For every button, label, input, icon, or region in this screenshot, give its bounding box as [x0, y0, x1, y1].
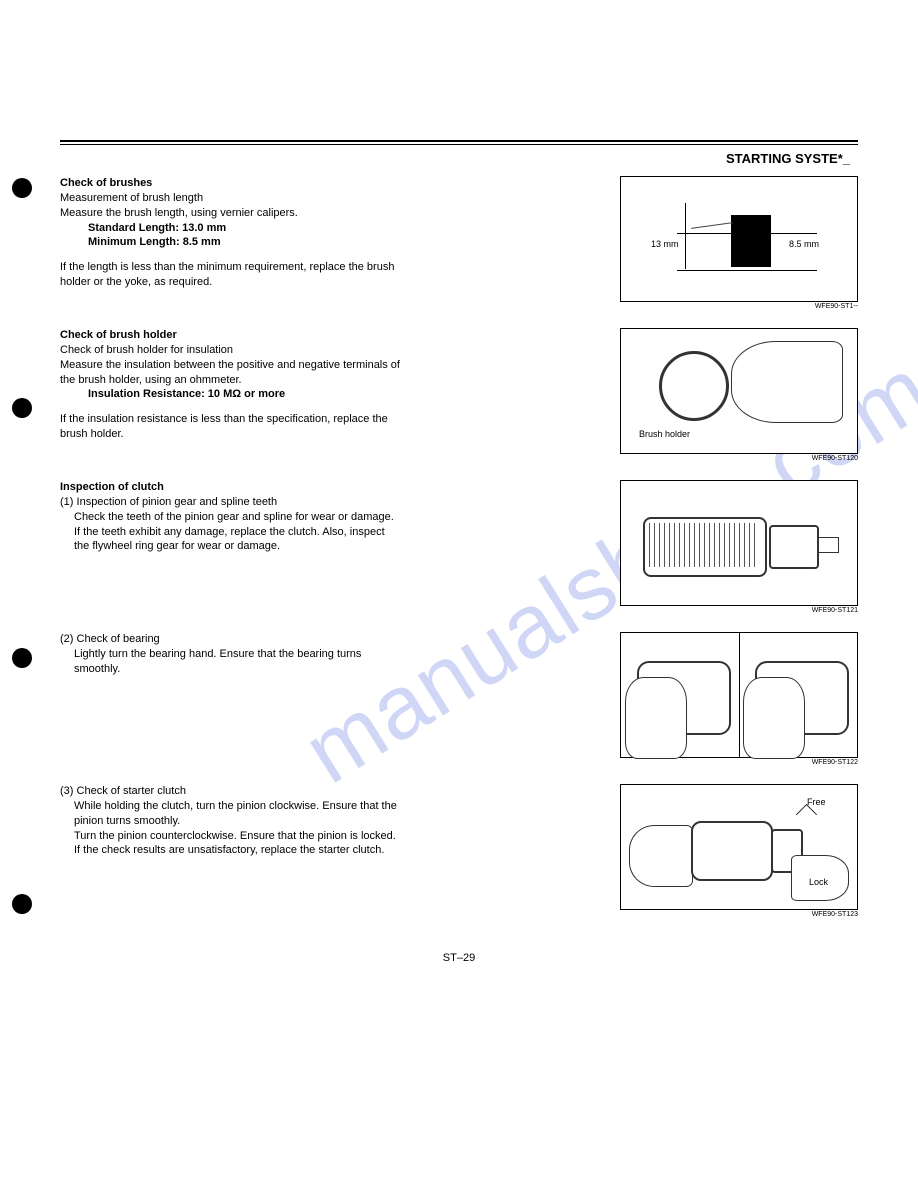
holder-ring-icon — [659, 351, 729, 421]
figure-caption: WFE90-ST120 — [620, 455, 858, 462]
section-clutch-inspection: Inspection of clutch (1) Inspection of p… — [60, 480, 858, 614]
body-line: Turn the pinion counterclockwise. Ensure… — [60, 829, 400, 844]
hand-icon — [625, 677, 687, 759]
body-line: Lightly turn the bearing hand. Ensure th… — [60, 647, 400, 677]
page-number: ST–29 — [60, 952, 858, 964]
figure-caption: WFE90-ST1-- — [620, 303, 858, 310]
figure-starter-clutch: Free Lock — [620, 784, 858, 910]
section-brush-holder: Check of brush holder Check of brush hol… — [60, 328, 858, 462]
spacer — [60, 250, 400, 260]
section-brushes: Check of brushes Measurement of brush le… — [60, 176, 858, 310]
hole-punch-icon — [12, 648, 32, 668]
figure-clutch — [620, 480, 858, 606]
list-item: (2) Check of bearing — [60, 632, 400, 647]
hand-icon — [731, 341, 843, 423]
spec-line: Insulation Resistance: 10 MΩ or more — [60, 387, 400, 402]
dim-label: 13 mm — [651, 239, 679, 249]
brush-icon — [731, 215, 771, 267]
spline-lines-icon — [649, 523, 757, 567]
body-line: Check of brush holder for insulation — [60, 343, 400, 358]
section-bearing: (2) Check of bearing Lightly turn the be… — [60, 632, 858, 766]
dimension-arrow-icon — [685, 203, 686, 269]
wire-icon — [691, 222, 733, 229]
figure-bearing — [620, 632, 858, 758]
body-line: If the insulation resistance is less tha… — [60, 412, 400, 442]
list-title: Check of bearing — [77, 633, 160, 645]
content: Check of brushes Measurement of brush le… — [60, 176, 858, 936]
heading: Check of brushes — [60, 176, 400, 191]
list-number: (2) — [60, 633, 73, 645]
list-number: (1) — [60, 496, 73, 508]
body-line: Measure the insulation between the posit… — [60, 358, 400, 388]
shaft-icon — [817, 537, 839, 553]
pinion-gear-icon — [769, 525, 819, 569]
section-starter-clutch: (3) Check of starter clutch While holdin… — [60, 784, 858, 918]
spec-line: Standard Length: 13.0 mm — [60, 221, 400, 236]
body-line: Check the teeth of the pinion gear and s… — [60, 510, 400, 525]
heading: Check of brush holder — [60, 328, 400, 343]
figure-column: WFE90-ST121 — [400, 480, 858, 614]
figure-brush: 13 mm 8.5 mm — [620, 176, 858, 302]
list-title: Check of starter clutch — [77, 785, 186, 797]
hand-icon — [743, 677, 805, 759]
body-line: If the teeth exhibit any damage, replace… — [60, 525, 400, 555]
figure-column: Free Lock WFE90-ST123 — [400, 784, 858, 918]
label-lock: Lock — [809, 877, 828, 887]
text-block: (2) Check of bearing Lightly turn the be… — [60, 632, 400, 766]
body-line: Measurement of brush length — [60, 191, 400, 206]
body-line: Measure the brush length, using vernier … — [60, 206, 400, 221]
hand-left-icon — [629, 825, 693, 887]
body-line: If the length is less than the minimum r… — [60, 260, 400, 290]
figure-caption: WFE90-ST123 — [620, 911, 858, 918]
list-title: Inspection of pinion gear and spline tee… — [77, 496, 278, 508]
figure-caption: WFE90-ST122 — [620, 759, 858, 766]
hole-punch-icon — [12, 178, 32, 198]
text-block: Inspection of clutch (1) Inspection of p… — [60, 480, 400, 614]
spacer — [60, 402, 400, 412]
figure-brush-holder: Brush holder — [620, 328, 858, 454]
list-number: (3) — [60, 785, 73, 797]
dim-label: 8.5 mm — [789, 239, 819, 249]
rotation-arrow-icon — [796, 804, 817, 825]
body-line: While holding the clutch, turn the pinio… — [60, 799, 400, 829]
figure-column: WFE90-ST122 — [400, 632, 858, 766]
figure-label: Brush holder — [639, 429, 690, 439]
body-line: If the check results are unsatisfactory,… — [60, 843, 400, 858]
header-title: STARTING SYSTE*_ — [60, 151, 858, 166]
figure-column: Brush holder WFE90-ST120 — [400, 328, 858, 462]
split-line-icon — [739, 633, 740, 757]
header-rule — [60, 140, 858, 145]
label-free: Free — [807, 797, 826, 807]
hole-punch-icon — [12, 894, 32, 914]
text-block: Check of brushes Measurement of brush le… — [60, 176, 400, 310]
text-block: Check of brush holder Check of brush hol… — [60, 328, 400, 462]
figure-column: 13 mm 8.5 mm WFE90-ST1-- — [400, 176, 858, 310]
list-item: (1) Inspection of pinion gear and spline… — [60, 495, 400, 510]
heading: Inspection of clutch — [60, 480, 400, 495]
hole-punch-icon — [12, 398, 32, 418]
clutch-icon — [691, 821, 773, 881]
list-item: (3) Check of starter clutch — [60, 784, 400, 799]
text-block: (3) Check of starter clutch While holdin… — [60, 784, 400, 918]
spec-line: Minimum Length: 8.5 mm — [60, 235, 400, 250]
page: STARTING SYSTE*_ manualshive.com Check o… — [0, 0, 918, 1004]
figure-caption: WFE90-ST121 — [620, 607, 858, 614]
